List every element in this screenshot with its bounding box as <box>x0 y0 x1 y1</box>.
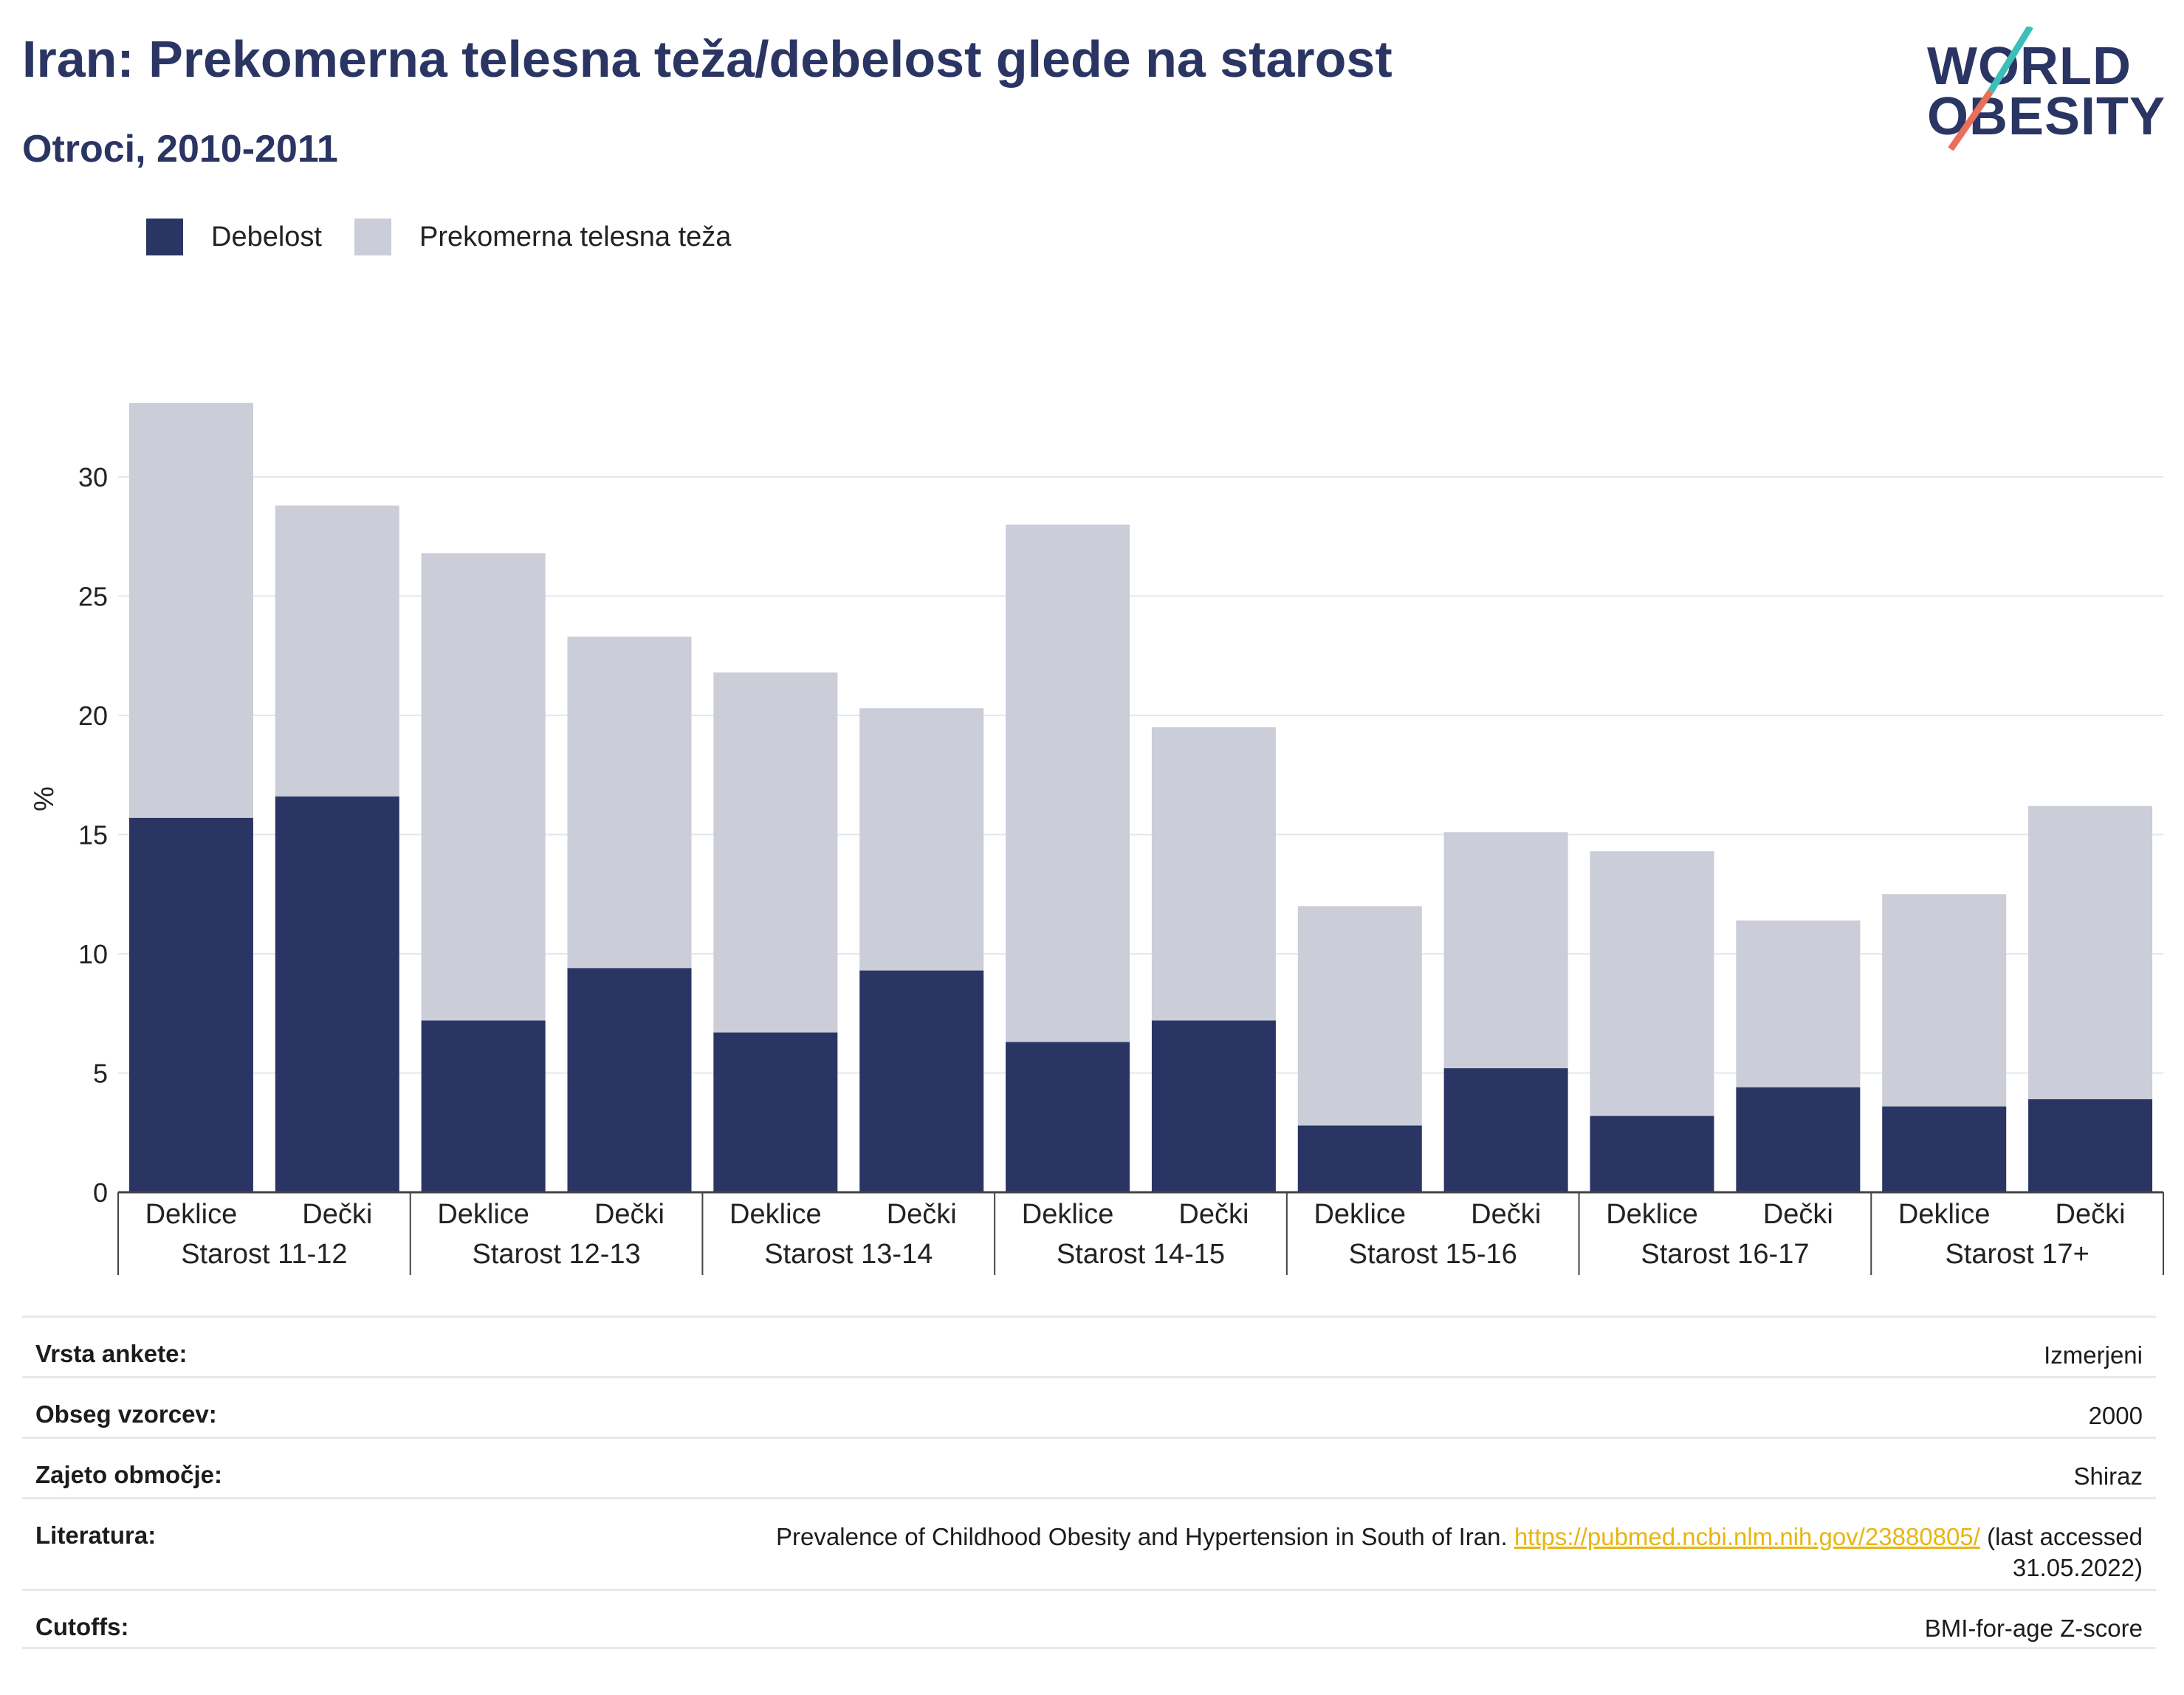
literature-link[interactable]: https://pubmed.ncbi.nlm.nih.gov/23880805… <box>1514 1523 1980 1550</box>
x-sub-label: Deklice <box>1314 1199 1406 1230</box>
y-tick-label: 25 <box>78 582 108 612</box>
bar-overweight <box>1006 524 1130 1042</box>
stacked-bar-chart: 0 5 10 15 20 25 30% Deklice Dečki Starost 11-12 De… <box>29 402 2164 1275</box>
legend-item-obesity: Debelost <box>146 219 322 255</box>
x-sub-label: Dečki <box>2056 1199 2126 1230</box>
bar-overweight <box>128 402 253 818</box>
bar-obesity <box>1590 1115 1714 1192</box>
x-sub-label: Dečki <box>594 1199 665 1230</box>
meta-value: Izmerjeni <box>2044 1341 2143 1369</box>
y-tick-label: 10 <box>78 939 108 969</box>
x-group-label: Starost 17+ <box>1945 1239 2089 1270</box>
meta-value-literature: Prevalence of Childhood Obesity and Hype… <box>666 1522 2143 1584</box>
bar-overweight <box>713 672 838 1033</box>
bar-overweight <box>859 708 984 971</box>
x-group-label: Starost 15-16 <box>1349 1239 1517 1270</box>
x-sub-label: Deklice <box>1022 1199 1114 1230</box>
bar-obesity <box>1736 1087 1861 1192</box>
bar-obesity <box>1006 1042 1130 1192</box>
meta-key: Literatura: <box>35 1522 157 1549</box>
bar-obesity <box>859 970 984 1192</box>
bar-overweight <box>2028 805 2153 1100</box>
meta-key: Zajeto območje: <box>35 1461 223 1488</box>
meta-key: Obseg vzorcev: <box>35 1400 217 1428</box>
y-tick-label: 20 <box>78 701 108 731</box>
x-sub-label: Deklice <box>145 1199 238 1230</box>
x-sub-label: Dečki <box>1178 1199 1249 1230</box>
chart-subtitle: Otroci, 2010-2011 <box>22 128 338 171</box>
x-sub-label: Dečki <box>887 1199 957 1230</box>
meta-row-sample-size: Obseg vzorcev: 2000 <box>22 1376 2156 1437</box>
legend-item-overweight: Prekomerna telesna teža <box>354 219 731 255</box>
meta-value: Shiraz <box>2073 1462 2143 1490</box>
meta-key: Cutoffs: <box>35 1613 129 1640</box>
bar-obesity <box>128 817 253 1192</box>
bar-overweight <box>567 636 692 969</box>
x-group-label: Starost 16-17 <box>1641 1239 1809 1270</box>
metadata-table: Vrsta ankete: Izmerjeni Obseg vzorcev: 2… <box>22 1316 2156 1649</box>
bar-obesity <box>275 796 399 1192</box>
bar-obesity <box>713 1032 838 1192</box>
bar-overweight <box>1151 727 1276 1021</box>
y-tick-label: 0 <box>93 1177 108 1208</box>
x-group-label: Starost 12-13 <box>473 1239 641 1270</box>
legend-swatch-obesity <box>146 219 183 255</box>
legend-label-overweight: Prekomerna telesna teža <box>419 221 732 252</box>
chart-title: Iran: Prekomerna telesna teža/debelost g… <box>22 30 1393 88</box>
x-sub-label: Deklice <box>1898 1199 1991 1230</box>
meta-key: Vrsta ankete: <box>35 1340 188 1367</box>
bar-overweight <box>1590 851 1714 1116</box>
meta-row-survey-type: Vrsta ankete: Izmerjeni <box>22 1316 2156 1376</box>
bar-overweight <box>421 553 546 1021</box>
x-group-label: Starost 13-14 <box>764 1239 933 1270</box>
bar-obesity <box>1151 1020 1276 1192</box>
bar-obesity <box>421 1020 546 1192</box>
y-tick-label: 30 <box>78 462 108 492</box>
x-sub-label: Deklice <box>729 1199 822 1230</box>
world-obesity-logo: WORLD OBESITY <box>1927 27 2166 152</box>
bar-obesity <box>2028 1099 2153 1192</box>
bar-overweight <box>1736 920 1861 1087</box>
literature-accessed: (last accessed 31.05.2022) <box>1979 1523 2143 1582</box>
bar-obesity <box>1297 1125 1422 1192</box>
logo-line-2: OBESITY <box>1927 87 2166 146</box>
x-group-label: Starost 11-12 <box>181 1239 347 1270</box>
x-sub-label: Dečki <box>302 1199 372 1230</box>
x-sub-label: Deklice <box>1606 1199 1698 1230</box>
y-axis-label: % <box>29 786 60 811</box>
legend-label-obesity: Debelost <box>211 221 322 252</box>
bar-obesity <box>1882 1106 2007 1192</box>
meta-row-area: Zajeto območje: Shiraz <box>22 1437 2156 1497</box>
y-tick-label: 15 <box>78 820 108 850</box>
meta-row-cutoffs: Cutoffs: BMI-for-age Z-score <box>22 1589 2156 1649</box>
meta-value: 2000 <box>2088 1402 2143 1429</box>
bar-obesity <box>1443 1068 1568 1192</box>
x-sub-label: Dečki <box>1471 1199 1541 1230</box>
meta-row-literature: Literatura: Prevalence of Childhood Obes… <box>22 1497 2156 1589</box>
literature-text: Prevalence of Childhood Obesity and Hype… <box>776 1523 1514 1550</box>
bar-overweight <box>1443 832 1568 1069</box>
logo-line-1: WORLD <box>1927 37 2132 96</box>
x-sub-label: Deklice <box>437 1199 529 1230</box>
logo-slash-icon <box>1948 27 2033 151</box>
bar-overweight <box>1882 894 2007 1107</box>
legend-swatch-overweight <box>354 219 391 255</box>
x-group-label: Starost 14-15 <box>1057 1239 1225 1270</box>
chart-legend: Debelost Prekomerna telesna teža <box>146 219 763 255</box>
x-sub-label: Dečki <box>1763 1199 1833 1230</box>
y-tick-label: 5 <box>93 1059 108 1089</box>
bar-overweight <box>275 505 399 797</box>
bar-obesity <box>567 968 692 1192</box>
meta-value: BMI-for-age Z-score <box>1924 1615 2143 1642</box>
bar-overweight <box>1297 906 1422 1126</box>
